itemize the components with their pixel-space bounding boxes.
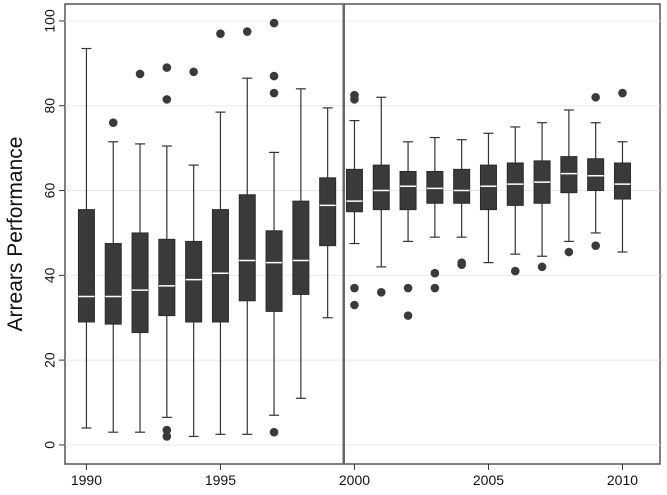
outlier-point	[403, 311, 413, 320]
outlier-point	[376, 287, 386, 297]
box-1990	[77, 47, 95, 429]
boxes	[77, 18, 631, 441]
outlier-point	[162, 432, 172, 441]
box-iqr	[211, 209, 229, 323]
outlier-point	[189, 67, 198, 77]
outlier-point	[269, 71, 279, 81]
outlier-point	[403, 283, 413, 293]
outlier-point	[162, 95, 172, 104]
box-1995	[211, 29, 229, 435]
box-iqr	[77, 209, 95, 323]
x-tick-label: 1990	[71, 472, 102, 488]
y-tick-label: 100	[42, 9, 58, 33]
box-2002	[399, 141, 417, 320]
outlier-point	[216, 29, 225, 38]
outlier-point	[269, 88, 279, 98]
y-tick-label: 60	[42, 183, 58, 199]
outlier-point	[430, 283, 440, 293]
outlier-point	[430, 268, 440, 278]
outlier-point	[510, 266, 520, 276]
outlier-point	[591, 241, 600, 250]
x-tick-label: 2010	[607, 472, 638, 488]
box-2009	[587, 92, 605, 250]
box-iqr	[131, 232, 149, 334]
outlier-point	[350, 300, 359, 310]
x-tick-label: 2005	[473, 472, 504, 488]
box-iqr	[158, 238, 176, 317]
plot-area	[64, 3, 661, 465]
x-tick-label: 2000	[339, 472, 370, 488]
box-1997	[265, 18, 283, 437]
box-iqr	[399, 170, 417, 211]
outlier-point	[591, 92, 600, 102]
box-1999	[319, 107, 337, 319]
box-2007	[533, 122, 551, 272]
box-2010	[613, 88, 631, 253]
box-2000	[345, 90, 363, 310]
outlier-point	[162, 425, 172, 435]
box-2004	[453, 139, 471, 270]
box-iqr	[372, 164, 390, 211]
box-iqr	[560, 156, 578, 194]
box-1993	[158, 63, 176, 441]
y-tick-label: 0	[42, 441, 58, 449]
y-tick-label: 20	[42, 352, 58, 368]
box-iqr	[292, 200, 310, 295]
box-2003	[426, 136, 444, 293]
box-1994	[185, 67, 203, 438]
outlier-point	[618, 88, 627, 98]
outlier-point	[537, 262, 547, 272]
outlier-point	[269, 427, 279, 437]
box-2001	[372, 96, 390, 297]
outlier-point	[350, 283, 359, 293]
y-axis-title: Arrears Performance	[4, 137, 27, 332]
y-axis: 0 20 40 60 80 100	[42, 9, 65, 449]
grid-lines	[65, 20, 660, 446]
y-tick-label: 40	[42, 267, 58, 283]
outlier-point	[135, 69, 145, 79]
box-iqr	[265, 230, 283, 312]
box-iqr	[238, 194, 256, 302]
box-1992	[131, 69, 149, 433]
box-iqr	[319, 177, 337, 247]
outlier-point	[564, 247, 574, 257]
box-2008	[560, 109, 578, 257]
x-axis: 1990 1995 2000 2005 2010	[71, 464, 638, 488]
box-2006	[506, 126, 524, 276]
outlier-point	[457, 260, 466, 270]
box-iqr	[104, 243, 122, 325]
box-iqr	[613, 162, 631, 200]
box-2005	[479, 132, 497, 264]
box-iqr	[479, 164, 497, 211]
x-tick-label: 1995	[205, 472, 236, 488]
box-iqr	[426, 170, 444, 204]
outlier-point	[108, 118, 118, 128]
y-tick-label: 80	[42, 98, 58, 114]
box-1996	[238, 27, 256, 435]
box-iqr	[185, 240, 203, 323]
box-iqr	[587, 158, 605, 192]
box-1991	[104, 118, 122, 433]
outlier-point	[350, 95, 359, 104]
outlier-point	[242, 27, 252, 36]
box-iqr	[453, 168, 471, 204]
outlier-point	[269, 18, 279, 28]
outlier-point	[162, 63, 172, 72]
box-iqr	[345, 168, 363, 213]
box-1998	[292, 88, 310, 399]
